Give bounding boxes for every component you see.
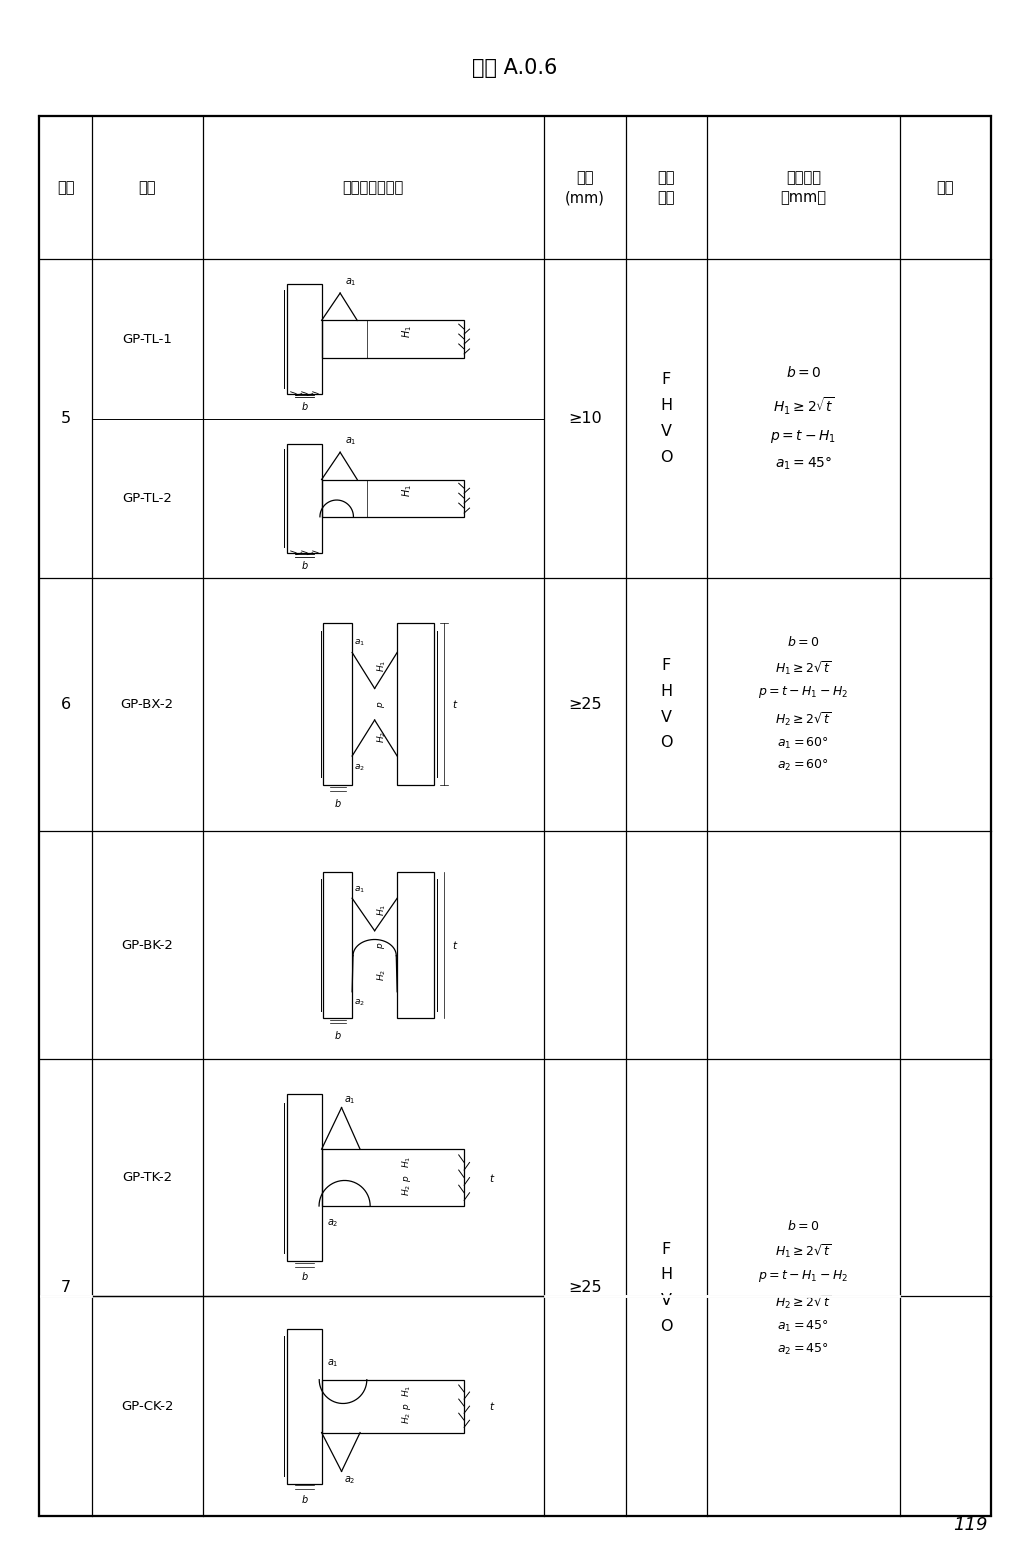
- Text: 5: 5: [61, 412, 71, 426]
- Text: $H_1$: $H_1$: [401, 484, 414, 498]
- Text: $p$: $p$: [402, 1175, 413, 1181]
- Text: 板厚
(mm): 板厚 (mm): [564, 170, 605, 204]
- Text: F
H
V
O: F H V O: [660, 1242, 673, 1334]
- Text: $b = 0$
$H_1 \geq 2\sqrt{t}$
$p = t - H_1 - H_2$
$H_2 \geq 2\sqrt{t}$
$a_1 = 60°: $b = 0$ $H_1 \geq 2\sqrt{t}$ $p = t - H_…: [758, 635, 849, 774]
- Text: ≥25: ≥25: [568, 1281, 602, 1295]
- Text: GP-TK-2: GP-TK-2: [123, 1172, 172, 1184]
- Bar: [323, 624, 352, 785]
- Text: $a_2$: $a_2$: [354, 763, 365, 774]
- Text: 坡口尺寸
（mm）: 坡口尺寸 （mm）: [781, 170, 826, 204]
- Text: 坡口形状示意图: 坡口形状示意图: [343, 179, 404, 195]
- Bar: [39, 115, 991, 1516]
- Text: $b$: $b$: [301, 1270, 308, 1282]
- Bar: [321, 479, 465, 516]
- Bar: [287, 443, 321, 552]
- Text: $a_2$: $a_2$: [344, 1474, 355, 1485]
- Text: $t$: $t$: [452, 699, 458, 710]
- Text: GP-BK-2: GP-BK-2: [122, 939, 173, 952]
- Text: F
H
V
O: F H V O: [660, 373, 673, 465]
- Text: 119: 119: [953, 1516, 987, 1533]
- Text: 标记: 标记: [139, 179, 156, 195]
- Text: $H_1$: $H_1$: [375, 905, 387, 916]
- Text: $b$: $b$: [334, 1028, 342, 1041]
- Text: $H_2$: $H_2$: [401, 1412, 413, 1424]
- Text: $H_1$: $H_1$: [401, 1385, 413, 1398]
- Text: $b$: $b$: [301, 558, 308, 571]
- Bar: [398, 624, 434, 785]
- Text: $p$: $p$: [402, 1402, 413, 1410]
- Text: $a_1$: $a_1$: [327, 1357, 338, 1370]
- Text: $b$: $b$: [301, 399, 308, 412]
- Bar: [321, 1379, 465, 1432]
- Bar: [321, 1150, 465, 1206]
- Bar: [287, 284, 321, 393]
- Text: GP-CK-2: GP-CK-2: [122, 1399, 173, 1413]
- Text: GP-TL-2: GP-TL-2: [123, 491, 172, 505]
- Text: $b$: $b$: [334, 797, 342, 810]
- Text: $p$: $p$: [376, 942, 387, 948]
- Text: 续表 A.0.6: 续表 A.0.6: [473, 58, 557, 78]
- Text: 序号: 序号: [57, 179, 74, 195]
- Text: GP-TL-1: GP-TL-1: [123, 332, 172, 345]
- Text: $a_1$: $a_1$: [345, 276, 356, 289]
- Text: $t$: $t$: [452, 939, 458, 952]
- Bar: [398, 872, 434, 1019]
- Text: $H_2$: $H_2$: [401, 1184, 413, 1197]
- Text: ≥25: ≥25: [568, 697, 602, 711]
- Bar: [39, 115, 991, 1516]
- Text: GP-BX-2: GP-BX-2: [121, 697, 174, 711]
- Text: 焊接
位置: 焊接 位置: [658, 170, 675, 204]
- Text: $b = 0$
$H_1 \geq 2\sqrt{t}$
$p = t - H_1 - H_2$
$H_2 \geq 2\sqrt{t}$
$a_1 = 45°: $b = 0$ $H_1 \geq 2\sqrt{t}$ $p = t - H_…: [758, 1218, 849, 1357]
- Text: 备注: 备注: [936, 179, 954, 195]
- Text: 7: 7: [61, 1281, 71, 1295]
- Bar: [287, 1329, 321, 1484]
- Text: $a_2$: $a_2$: [327, 1217, 338, 1229]
- Text: F
H
V
O: F H V O: [660, 658, 673, 750]
- Text: $a_2$: $a_2$: [354, 997, 365, 1008]
- Text: $a_1$: $a_1$: [344, 1094, 355, 1106]
- Text: $H_1$: $H_1$: [375, 660, 387, 672]
- Text: $p$: $p$: [376, 700, 387, 708]
- Text: $b$: $b$: [301, 1493, 308, 1504]
- Bar: [323, 872, 352, 1019]
- Text: $t$: $t$: [488, 1172, 495, 1184]
- Text: $a_1$: $a_1$: [354, 885, 366, 894]
- Bar: [287, 1094, 321, 1260]
- Text: 6: 6: [61, 697, 71, 711]
- Text: $a_1$: $a_1$: [354, 638, 366, 647]
- Text: $b = 0$
$H_1 \geq 2\sqrt{t}$
$p = t - H_1$
$a_1 = 45°$: $b = 0$ $H_1 \geq 2\sqrt{t}$ $p = t - H_…: [770, 365, 836, 471]
- Text: $H_1$: $H_1$: [401, 1156, 413, 1168]
- Text: $t$: $t$: [488, 1401, 495, 1412]
- Text: ≥10: ≥10: [568, 412, 602, 426]
- Text: $H_2$: $H_2$: [375, 732, 387, 743]
- Text: $H_2$: $H_2$: [375, 969, 387, 981]
- Text: $H_1$: $H_1$: [401, 324, 414, 339]
- Bar: [321, 320, 465, 357]
- Text: $a_1$: $a_1$: [345, 435, 356, 448]
